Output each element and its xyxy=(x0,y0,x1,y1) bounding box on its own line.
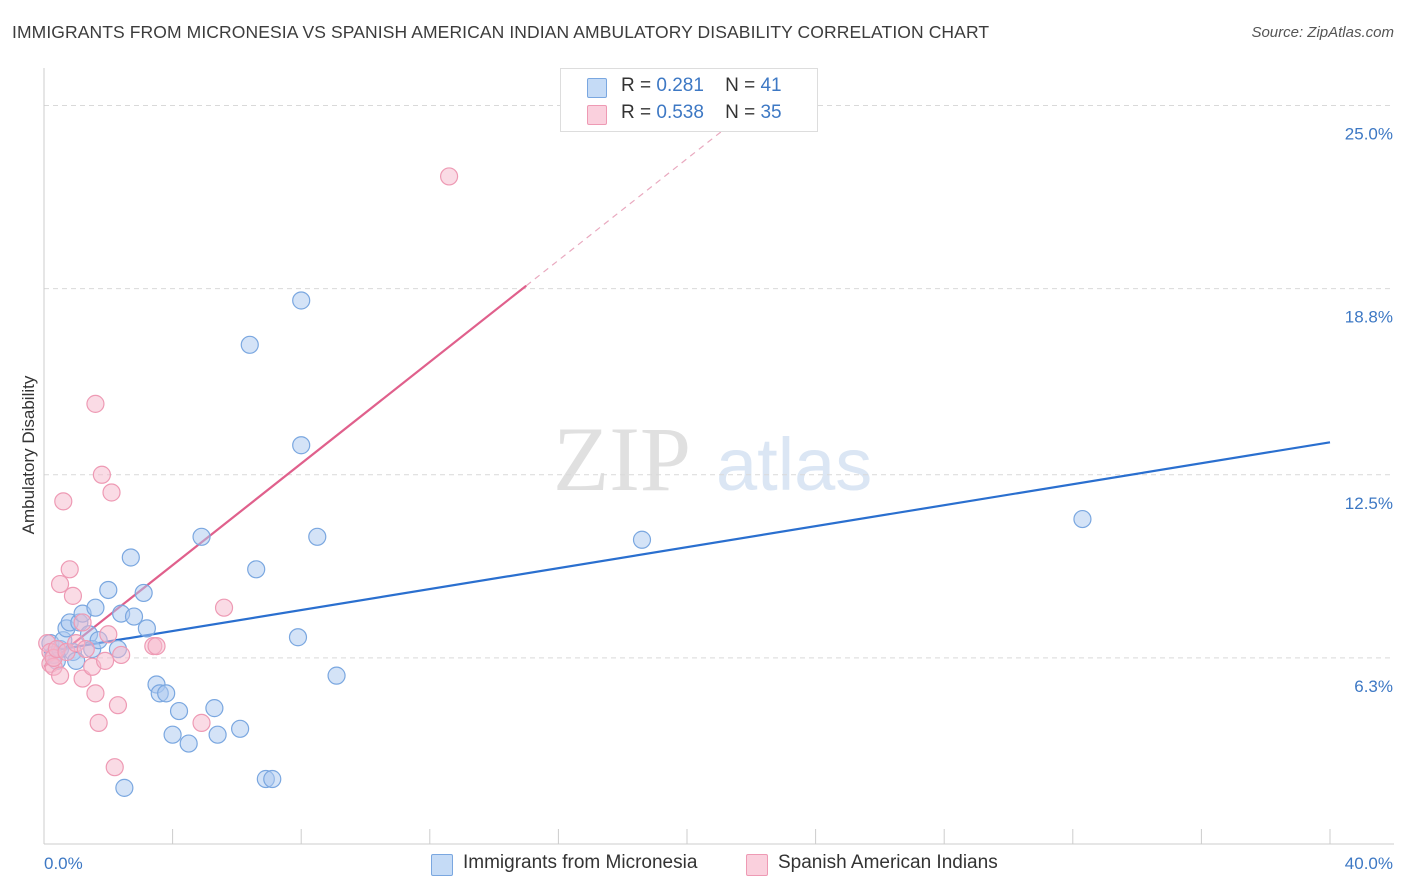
micronesia-point xyxy=(134,583,153,603)
spanish-american-indian-point xyxy=(50,574,70,594)
y-axis-label: Ambulatory Disability xyxy=(19,375,38,534)
micronesia-point xyxy=(115,778,134,797)
legend-swatch-blue xyxy=(587,78,607,98)
micronesia-point xyxy=(292,436,311,455)
micronesia-point xyxy=(288,628,308,647)
spanish-american-indian-point xyxy=(63,586,83,605)
micronesia-point xyxy=(86,598,105,617)
micronesia-point xyxy=(137,619,156,638)
spanish-american-indian-point xyxy=(95,651,115,670)
watermark-zip: ZIP xyxy=(553,408,691,510)
spanish-american-indian-point xyxy=(99,625,118,644)
micronesia-point xyxy=(1073,509,1092,529)
spanish-american-indian-point xyxy=(112,645,131,665)
spanish-american-indian-point xyxy=(102,483,121,502)
legend-n-label: N = xyxy=(725,102,756,123)
axes xyxy=(43,68,1394,845)
legend-n-label: N = xyxy=(725,75,756,96)
micronesia-point xyxy=(124,607,144,626)
micronesia-point xyxy=(169,701,189,721)
legend-r-label: R = xyxy=(621,102,652,123)
legend-n-value-2: 35 xyxy=(760,102,782,123)
spanish-american-indian-point xyxy=(73,669,92,688)
spanish-american-indian-point xyxy=(214,598,234,617)
micronesia-point xyxy=(163,725,182,744)
micronesia-point xyxy=(192,527,211,546)
micronesia-point xyxy=(292,291,311,310)
micronesia-point xyxy=(231,719,250,738)
spanish-american-indian-point xyxy=(50,666,70,685)
micronesia-point xyxy=(205,699,224,718)
micronesia-point xyxy=(208,725,227,744)
spanish-american-indian-trend-line xyxy=(43,284,527,668)
spanish-american-indian-point xyxy=(86,394,105,413)
spanish-american-indian-point xyxy=(147,636,166,656)
y-tick-label: 25.0% xyxy=(1345,125,1393,144)
x-tick-label: 40.0% xyxy=(1345,854,1393,873)
spanish-american-indian-point xyxy=(73,613,92,632)
chart-title: IMMIGRANTS FROM MICRONESIA VS SPANISH AM… xyxy=(12,22,990,42)
correlation-legend: R = 0.281 N = 41 R = 0.538 N = 35 xyxy=(560,68,818,132)
spanish-american-indian-point xyxy=(76,639,95,659)
spanish-american-indian-point xyxy=(60,560,79,579)
y-tick-label: 18.8% xyxy=(1345,308,1393,327)
micronesia-trend-line xyxy=(43,441,1331,654)
spanish-american-indian-point xyxy=(92,465,111,484)
y-tick-label: 6.3% xyxy=(1354,677,1393,696)
bottom-legend-swatch-blue xyxy=(431,854,453,876)
source-label: Source: ZipAtlas.com xyxy=(1251,24,1394,41)
legend-n-value-1: 41 xyxy=(760,75,782,96)
bottom-legend-label-1: Immigrants from Micronesia xyxy=(463,852,698,873)
micronesia-point xyxy=(121,548,140,567)
legend-swatch-pink xyxy=(587,105,607,125)
x-tick-label: 0.0% xyxy=(44,854,83,873)
bottom-legend-swatch-pink xyxy=(746,854,768,876)
bottom-legend-label-2: Spanish American Indians xyxy=(778,852,998,873)
spanish-american-indian-point xyxy=(192,713,211,732)
spanish-american-indian-point xyxy=(86,684,105,703)
trend-lines xyxy=(43,127,1331,668)
spanish-american-indian-point xyxy=(89,713,108,732)
micronesia-point xyxy=(263,769,282,789)
micronesia-point xyxy=(327,666,346,685)
legend-r-value-2: 0.538 xyxy=(656,102,704,123)
tick-labels: 6.3% 12.5% 18.8% 25.0% 0.0% 40.0% xyxy=(44,125,1393,873)
data-points xyxy=(38,167,1092,797)
grid-lines xyxy=(44,105,1394,659)
spanish-american-indian-trend-extension xyxy=(525,127,726,287)
legend-r-value-1: 0.281 xyxy=(656,75,704,96)
micronesia-point xyxy=(247,560,266,579)
spanish-american-indian-point xyxy=(108,696,128,715)
micronesia-point xyxy=(308,527,327,546)
spanish-american-indian-point xyxy=(54,492,73,511)
spanish-american-indian-point xyxy=(105,758,124,777)
micronesia-point xyxy=(240,335,259,354)
micronesia-point xyxy=(632,530,652,549)
micronesia-point xyxy=(99,580,118,600)
legend-r-label: R = xyxy=(621,75,652,96)
y-tick-label: 12.5% xyxy=(1345,494,1393,513)
micronesia-point xyxy=(157,684,176,703)
watermark-atlas: atlas xyxy=(716,423,872,506)
spanish-american-indian-point xyxy=(439,167,459,186)
micronesia-point xyxy=(179,734,198,753)
